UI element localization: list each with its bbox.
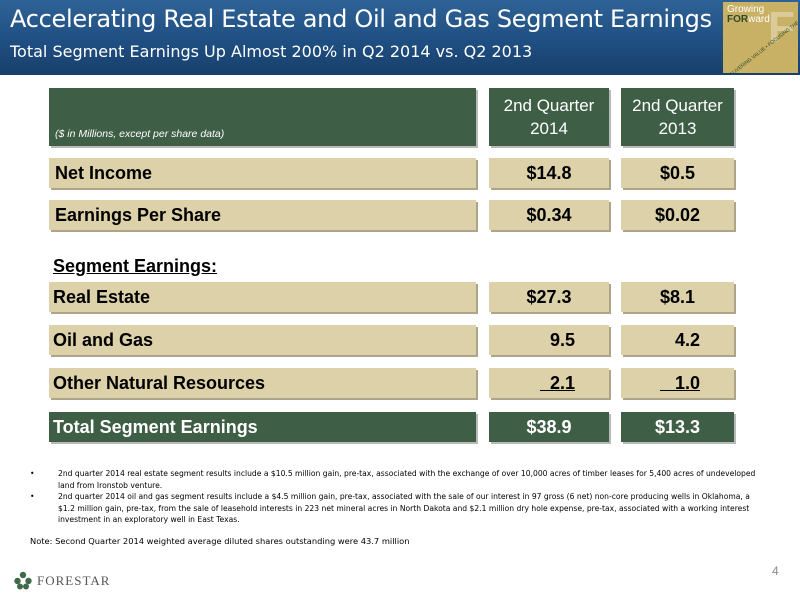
table-header-label-cell: ($ in Millions, except per share data) xyxy=(49,88,476,146)
footnote-list: • 2nd quarter 2014 real estate segment r… xyxy=(28,468,768,526)
column-header-q2-2014-line1: 2nd Quarter xyxy=(503,96,595,115)
badge-f-watermark-icon: F xyxy=(768,3,795,52)
eps-2014: $0.34 xyxy=(489,200,609,230)
footnote-item: • 2nd quarter 2014 real estate segment r… xyxy=(28,468,768,491)
column-header-q2-2013-line1: 2nd Quarter xyxy=(632,96,723,115)
column-header-q2-2013: 2nd Quarter 2013 xyxy=(621,88,734,146)
other-natural-resources-label: Other Natural Resources xyxy=(49,368,476,398)
net-income-2014: $14.8 xyxy=(489,158,609,188)
other-natural-resources-2013-cell: 1.0 xyxy=(621,368,734,398)
column-header-q2-2013-line2: 2013 xyxy=(658,119,697,138)
forestar-logo-text: FORESTAR xyxy=(37,573,111,588)
slide-title: Accelerating Real Estate and Oil and Gas… xyxy=(10,5,712,33)
eps-2013: $0.02 xyxy=(621,200,734,230)
page-number: 4 xyxy=(772,564,779,578)
slide-header: Accelerating Real Estate and Oil and Gas… xyxy=(0,0,800,75)
growing-forward-badge: Growing FORward F DELIVERING VALUE • FOC… xyxy=(723,2,798,73)
segment-earnings-heading: Segment Earnings: xyxy=(53,256,218,276)
badge-line2-bold: FOR xyxy=(727,14,749,25)
badge-line2-rest: ward xyxy=(748,14,770,25)
units-note: ($ in Millions, except per share data) xyxy=(55,128,225,140)
other-natural-resources-2014-cell: 2.1 xyxy=(489,368,609,398)
oil-gas-label: Oil and Gas xyxy=(49,325,476,355)
total-segment-earnings-2014: $38.9 xyxy=(489,412,609,442)
slide-subtitle: Total Segment Earnings Up Almost 200% in… xyxy=(10,42,533,61)
column-header-q2-2014: 2nd Quarter 2014 xyxy=(489,88,609,146)
net-income-label: Net Income xyxy=(49,158,476,188)
oil-gas-2014: 9.5 xyxy=(489,325,609,355)
footnote-item: • 2nd quarter 2014 oil and gas segment r… xyxy=(28,491,768,526)
forestar-tree-logo-icon xyxy=(14,571,32,590)
footnote-text: 2nd quarter 2014 real estate segment res… xyxy=(58,469,756,490)
badge-line1: Growing xyxy=(727,4,765,15)
oil-gas-2013: 4.2 xyxy=(621,325,734,355)
real-estate-2013: $8.1 xyxy=(621,282,734,312)
bullet-icon: • xyxy=(30,492,35,501)
net-income-2013: $0.5 xyxy=(621,158,734,188)
badge-line2: FORward xyxy=(727,15,770,25)
other-natural-resources-2014: 2.1 xyxy=(539,372,575,393)
total-segment-earnings-2013: $13.3 xyxy=(621,412,734,442)
real-estate-2014: $27.3 xyxy=(489,282,609,312)
total-segment-earnings-label: Total Segment Earnings xyxy=(49,412,476,442)
column-header-q2-2014-line2: 2014 xyxy=(530,119,568,138)
other-natural-resources-2013: 1.0 xyxy=(659,372,700,393)
footnote-text: 2nd quarter 2014 oil and gas segment res… xyxy=(58,492,750,524)
real-estate-label: Real Estate xyxy=(49,282,476,312)
eps-label: Earnings Per Share xyxy=(49,200,476,230)
bullet-icon: • xyxy=(30,469,35,478)
shares-note: Note: Second Quarter 2014 weighted avera… xyxy=(30,536,410,546)
